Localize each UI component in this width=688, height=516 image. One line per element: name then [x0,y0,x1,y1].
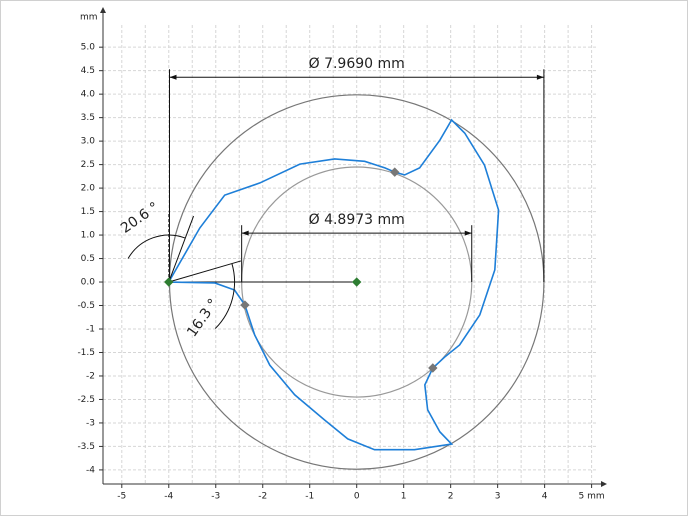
y-axis-unit: mm [80,13,98,23]
x-tick-label: 5 mm [579,492,605,502]
x-tick-label: -1 [305,492,314,502]
profile-curve [168,118,500,451]
x-tick-label: -4 [164,492,173,502]
y-tick-label: -2 [86,371,95,381]
y-tick-label: -4 [86,465,95,475]
y-tick-label: 0.5 [81,254,95,264]
angle-arc [127,234,186,259]
y-tick-label: -1.5 [77,348,95,358]
y-tick-label: 2.0 [81,184,96,194]
y-tick-label: -2.5 [77,395,95,405]
point [240,300,250,310]
y-tick-label: 3.5 [81,113,95,123]
point [428,363,438,373]
y-tick-label: 4.5 [81,66,95,76]
y-tick-label: -0.5 [77,301,95,311]
y-tick-label: 0.0 [81,278,96,288]
y-tick-label: -3.5 [77,442,95,452]
y-axis-arrow [100,7,106,13]
point [164,277,174,287]
x-tick-label: 3 [495,492,501,502]
y-tick-label: 2.5 [81,160,95,170]
x-tick-label: 2 [448,492,454,502]
point [351,277,362,287]
x-axis-arrow [601,481,607,487]
y-tick-label: 1.5 [81,207,95,217]
y-tick-label: -3 [86,418,95,428]
angle-leg [168,260,242,283]
y-tick-label: 4.0 [81,90,96,100]
point [390,167,400,177]
x-tick-label: -5 [117,492,126,502]
x-tick-label: -2 [258,492,267,502]
x-tick-label: 1 [401,492,407,502]
dimension-label: Ø 7.9690 mm [309,56,405,72]
y-tick-label: 3.0 [81,137,96,147]
y-tick-label: 1.0 [81,231,96,241]
x-tick-label: 0 [354,492,360,502]
angle-arc [214,263,236,329]
x-tick-label: -3 [211,492,220,502]
dimension-label: Ø 4.8973 mm [309,212,405,228]
y-tick-label: 5.0 [81,43,96,53]
y-tick-label: -1 [86,325,95,335]
x-tick-label: 4 [542,492,548,502]
angle-leg [168,215,195,283]
